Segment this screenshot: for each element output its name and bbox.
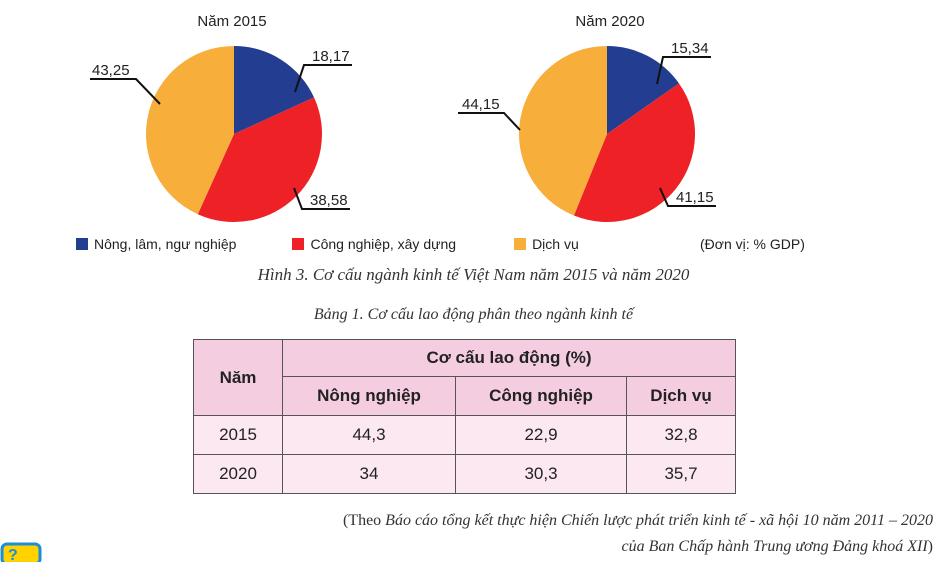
data-label: 38,58 — [310, 192, 348, 209]
leader-line — [293, 187, 350, 210]
data-label: 15,34 — [671, 40, 709, 57]
legend-item-services: Dịch vụ — [514, 236, 579, 252]
legend-swatch-industry — [292, 238, 305, 250]
legend-item-industry: Công nghiệp, xây dựng — [292, 236, 456, 252]
table-header-row-1: Năm Cơ cấu lao động (%) — [193, 339, 736, 416]
svg-text:?: ? — [8, 547, 18, 562]
legend-label-industry: Công nghiệp, xây dựng — [310, 236, 457, 252]
legend-swatch-agriculture — [76, 238, 88, 250]
cell-industry: 30,3 — [455, 454, 627, 494]
cell-agriculture: 44,3 — [282, 415, 456, 455]
leader-line — [458, 112, 521, 131]
data-label: 18,17 — [312, 48, 350, 65]
legend-swatch-services — [514, 238, 527, 250]
pie-slice — [197, 97, 322, 223]
source-line-1: (Theo Báo cáo tổng kết thực hiện Chiến l… — [343, 512, 933, 530]
activity-icon: ? — [0, 542, 42, 562]
data-label: 43,25 — [92, 62, 130, 79]
leader-line — [294, 64, 352, 93]
cell-services: 32,8 — [626, 415, 736, 455]
pie-slice — [519, 46, 607, 216]
header-services: Dịch vụ — [626, 376, 736, 416]
header-agriculture: Nông nghiệp — [282, 376, 456, 416]
legend-item-agriculture: Nông, lâm, ngư nghiệp — [76, 236, 236, 252]
pie-charts-area: Năm 2015 18,17 38,58 43,25 Năm 2020 15,34 41,1… — [90, 13, 716, 223]
cell-agriculture: 34 — [282, 454, 456, 494]
header-industry: Công nghiệp — [455, 376, 627, 416]
table-row: 2020 34 30,3 35,7 — [193, 454, 736, 494]
chart-legend: Nông, lâm, ngư nghiệp Công nghiệp, xây d… — [76, 236, 579, 252]
labor-structure-table: Năm Cơ cấu lao động (%) Nông nghiệp Công… — [193, 339, 736, 494]
cell-industry: 22,9 — [455, 415, 627, 455]
pie-slice — [145, 46, 234, 215]
source-publisher: của Ban Chấp hành Trung ương Đảng khoá X… — [621, 538, 928, 555]
table-header-row-2: Nông nghiệp Công nghiệp Dịch vụ — [194, 376, 736, 416]
table-caption: Bảng 1. Cơ cấu lao động phân theo ngành … — [313, 306, 634, 323]
source-line-2: của Ban Chấp hành Trung ương Đảng khoá X… — [622, 538, 933, 556]
source-title: Báo cáo tổng kết thực hiện Chiến lược ph… — [385, 512, 933, 529]
pie-slice — [573, 83, 695, 222]
pie-slice — [234, 46, 315, 134]
data-label: 44,15 — [462, 96, 500, 113]
legend-label-agriculture: Nông, lâm, ngư nghiệp — [94, 236, 237, 252]
pie-title: Năm 2020 — [575, 13, 644, 30]
source-suffix: ) — [927, 538, 933, 555]
table-row: 2015 44,3 22,9 32,8 — [193, 415, 736, 455]
pie-title: Năm 2015 — [197, 13, 266, 30]
cell-year: 2015 — [193, 415, 283, 455]
header-year: Năm — [193, 339, 283, 416]
source-prefix: (Theo — [342, 512, 386, 529]
unit-label: (Đơn vị: % GDP) — [700, 236, 805, 252]
leader-line — [90, 78, 161, 105]
data-label: 41,15 — [676, 189, 714, 206]
leader-line — [659, 187, 716, 207]
cell-year: 2020 — [193, 454, 283, 494]
leader-line — [656, 56, 711, 85]
figure-caption: Hình 3. Cơ cấu ngành kinh tế Việt Nam nă… — [257, 265, 690, 284]
header-labor-structure: Cơ cấu lao động (%) — [282, 339, 736, 377]
legend-label-services: Dịch vụ — [532, 236, 579, 252]
cell-services: 35,7 — [626, 454, 736, 494]
